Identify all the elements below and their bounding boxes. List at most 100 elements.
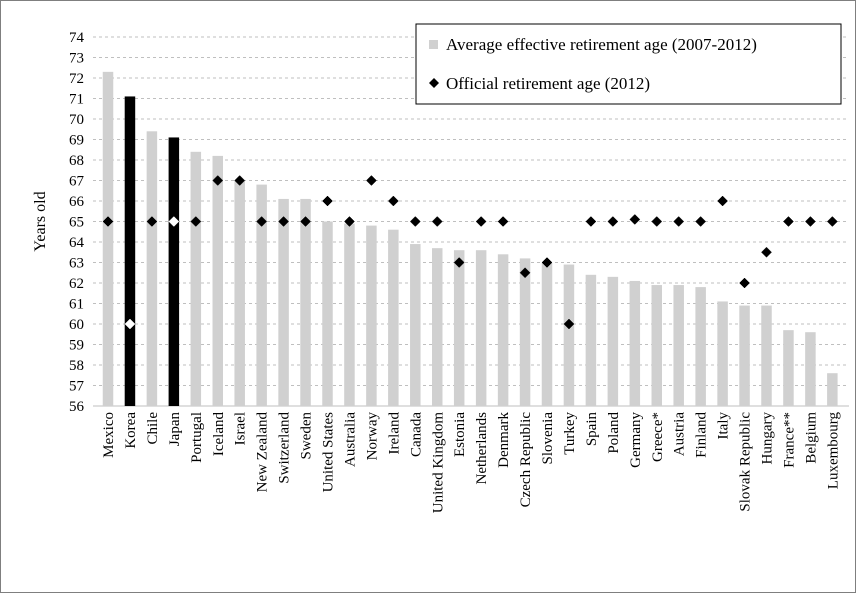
marker-spain	[585, 216, 597, 227]
x-tick-label: Canada	[408, 412, 424, 457]
bar-greece	[651, 285, 662, 406]
y-tick-label: 58	[69, 358, 84, 374]
y-tick-label: 71	[69, 92, 84, 108]
x-tick-label: Japan	[167, 412, 183, 447]
marker-chile	[146, 216, 158, 227]
x-tick-label: United Kingdom	[430, 412, 446, 514]
marker-netherlands	[475, 216, 487, 227]
x-axis-labels: Mexico Korea Chile Japan Portugal Iceland Isra…	[101, 412, 841, 514]
bar-new-zealand	[256, 184, 267, 406]
x-tick-label: Iceland	[211, 412, 227, 457]
marker-israel	[234, 175, 246, 186]
y-tick-label: 73	[69, 51, 84, 67]
x-tick-label: Chile	[145, 412, 161, 445]
legend-box	[415, 23, 842, 105]
bar-canada	[410, 244, 421, 406]
bar-estonia	[453, 250, 465, 406]
bar-sweden	[300, 198, 311, 406]
bar-portugal	[190, 151, 202, 406]
y-tick-label: 67	[69, 174, 85, 190]
marker-switzerland	[278, 216, 289, 227]
bar-hungary	[761, 305, 772, 406]
bar-mexico	[102, 71, 114, 406]
marker-estonia	[453, 257, 465, 268]
legend-swatch-bar	[429, 40, 438, 49]
bar-finland	[695, 287, 706, 406]
x-tick-label: Hungary	[760, 412, 776, 465]
y-tick-label: 68	[69, 153, 84, 169]
x-tick-label: Norway	[364, 412, 380, 461]
x-tick-label: Mexico	[101, 412, 117, 458]
x-tick-label: New Zealand	[255, 412, 271, 493]
bar-belgium	[805, 332, 816, 406]
bar-korea	[124, 96, 136, 406]
x-tick-label: Portugal	[189, 412, 205, 463]
marker-australia	[344, 216, 355, 227]
legend-entry-official: Official retirement age (2012)	[446, 74, 650, 93]
marker-hungary	[761, 246, 772, 258]
marker-austria	[673, 216, 685, 227]
bar-germany	[629, 280, 641, 406]
y-tick-label: 70	[69, 112, 84, 128]
bar-united-kingdom	[432, 248, 443, 406]
x-tick-label: Switzerland	[277, 412, 293, 484]
x-tick-label: Czech Republic	[518, 412, 534, 508]
y-axis-label: Years old	[32, 191, 49, 251]
legend-swatch-marker	[429, 78, 439, 88]
bar-denmark	[497, 254, 509, 406]
bar-france	[783, 330, 794, 406]
marker-ireland	[387, 195, 399, 207]
x-tick-label: Finland	[694, 412, 710, 458]
x-tick-label: Spain	[584, 412, 600, 447]
x-tick-label: Sweden	[299, 412, 315, 460]
marker-united-states	[322, 195, 333, 207]
y-tick-label: 72	[69, 71, 84, 87]
bar-chile	[146, 131, 158, 407]
marker-luxembourg	[826, 216, 838, 227]
marker-turkey	[563, 318, 575, 330]
x-tick-label: United States	[321, 412, 337, 493]
x-tick-label: Israel	[233, 412, 249, 445]
marker-poland	[607, 216, 619, 227]
markers	[102, 175, 838, 330]
bar-spain	[585, 274, 597, 406]
marker-finland	[695, 216, 707, 227]
legend-entry-effective: Average effective retirement age (2007-2…	[446, 35, 757, 54]
marker-mexico	[102, 216, 114, 227]
x-tick-label: Turkey	[562, 412, 578, 455]
y-tick-label: 59	[69, 338, 84, 354]
marker-belgium	[805, 216, 816, 227]
bar-united-states	[322, 221, 333, 406]
x-tick-label: Greece*	[650, 412, 666, 462]
marker-iceland	[212, 175, 224, 186]
y-tick-label: 56	[69, 399, 85, 415]
y-tick-label: 63	[69, 256, 84, 272]
marker-portugal	[190, 216, 202, 227]
y-tick-label: 57	[69, 379, 85, 395]
marker-slovak-republic	[739, 277, 750, 289]
bar-slovenia	[541, 262, 553, 406]
marker-slovenia	[541, 257, 553, 268]
marker-czech-republic	[519, 267, 531, 279]
x-tick-label: Italy	[716, 412, 732, 440]
y-axis-ticks: 56 57 58 59 60 61 62 63 64 65 66 67 68 69 70 71 72 73 74	[69, 30, 85, 415]
marker-japan	[168, 216, 180, 227]
bar-netherlands	[475, 250, 487, 406]
legend: Average effective retirement age (2007-2…	[415, 23, 842, 105]
bar-norway	[366, 225, 377, 406]
marker-denmark	[497, 216, 509, 227]
x-tick-label: Poland	[606, 412, 622, 454]
bar-austria	[673, 285, 684, 406]
y-tick-label: 69	[69, 133, 84, 149]
bar-turkey	[563, 264, 575, 406]
marker-norway	[366, 175, 377, 186]
bar-italy	[717, 301, 728, 406]
marker-italy	[717, 195, 728, 207]
x-tick-label: Slovenia	[540, 412, 556, 465]
bar-switzerland	[278, 198, 289, 406]
marker-germany	[629, 214, 641, 225]
bars	[102, 71, 838, 407]
x-tick-label: Luxembourg	[825, 412, 841, 490]
